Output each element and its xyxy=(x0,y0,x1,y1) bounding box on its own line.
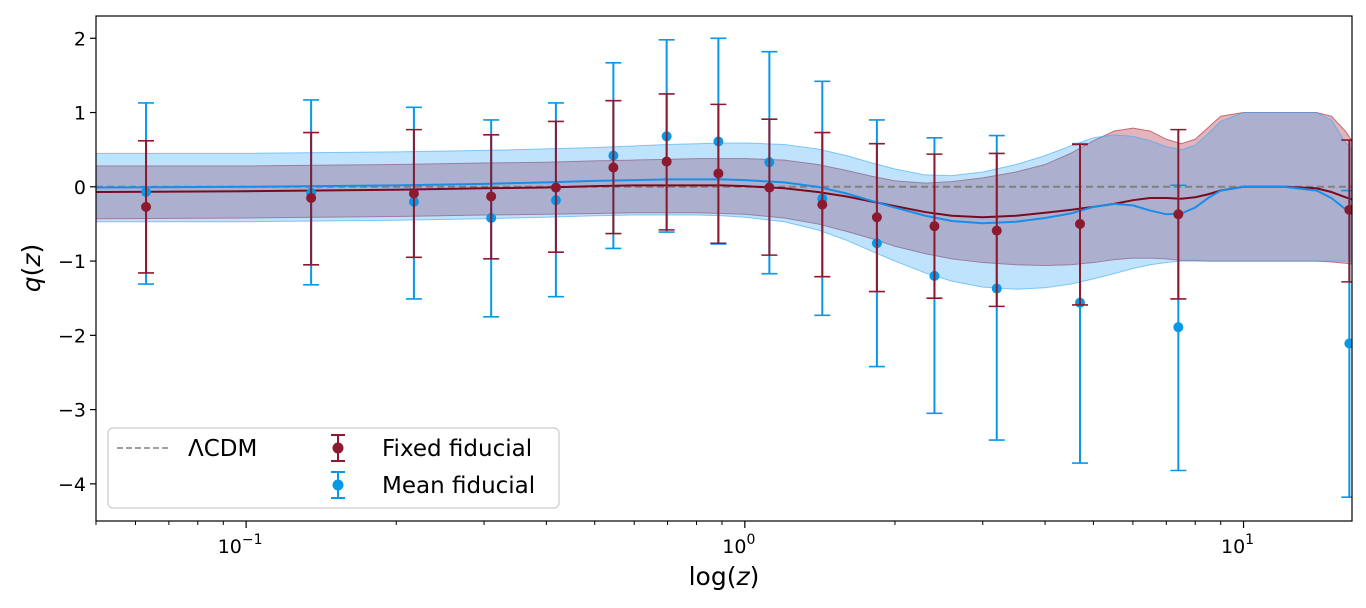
fixed-fiducial-marker xyxy=(929,221,940,232)
y-axis-title: q(z) xyxy=(17,244,46,293)
fixed-fiducial-marker xyxy=(306,192,317,203)
fixed-fiducial-point-6 xyxy=(658,93,675,231)
y-tick-label: −4 xyxy=(58,474,86,496)
fixed-fiducial-marker xyxy=(661,156,672,167)
mean-fiducial-curve xyxy=(96,178,1352,225)
legend-lcdm-label: ΛCDM xyxy=(188,436,257,462)
mean-fiducial-marker xyxy=(1173,322,1184,333)
fixed-fiducial-marker xyxy=(141,201,152,212)
fixed-fiducial-point-10 xyxy=(868,142,885,293)
y-tick-label: −1 xyxy=(58,251,86,273)
fixed-fiducial-marker xyxy=(608,162,619,173)
fixed-fiducial-point-1 xyxy=(303,131,320,266)
x-axis: 10−1 100 101 xyxy=(95,521,1254,558)
x-tick-label: 10−1 xyxy=(218,532,263,558)
legend-fixed-swatch xyxy=(331,434,345,462)
fixed-fiducial-point-0 xyxy=(138,139,155,274)
y-tick-label: 2 xyxy=(74,28,86,50)
y-axis: 2 1 0 −1 −2 −3 −4 xyxy=(58,28,96,496)
x-tick-label: 101 xyxy=(1221,532,1254,558)
fixed-fiducial-point-12 xyxy=(988,152,1005,308)
fixed-fiducial-band xyxy=(96,112,1352,267)
fixed-fiducial-point-3 xyxy=(483,134,500,260)
fixed-fiducial-marker xyxy=(1173,209,1184,220)
fixed-fiducial-point-14 xyxy=(1170,128,1187,300)
y-tick-label: 1 xyxy=(74,103,86,125)
legend-fixed-label: Fixed fiducial xyxy=(382,436,532,462)
fixed-fiducial-point-7 xyxy=(710,103,727,245)
fixed-fiducial-point-2 xyxy=(405,128,422,259)
plot-area xyxy=(96,37,1352,499)
fixed-fiducial-marker xyxy=(550,182,561,193)
fixed-fiducial-point-15 xyxy=(1341,139,1352,283)
fixed-fiducial-point-11 xyxy=(926,153,943,300)
mean-fiducial-marker xyxy=(1344,338,1352,349)
fixed-fiducial-point-5 xyxy=(605,99,622,235)
y-tick-label: −3 xyxy=(58,400,86,422)
fixed-fiducial-point-4 xyxy=(547,120,564,253)
fixed-fiducial-marker xyxy=(1075,218,1086,229)
x-axis-title: log(z) xyxy=(689,562,760,591)
legend-box xyxy=(107,427,560,509)
reconstruction-curves xyxy=(96,178,1352,225)
fixed-fiducial-marker xyxy=(486,191,497,202)
plot-frame xyxy=(95,15,1353,522)
data-points xyxy=(138,37,1352,499)
fixed-fiducial-marker xyxy=(991,225,1002,236)
y-tick-label: 0 xyxy=(74,177,86,199)
legend-mean-swatch xyxy=(331,471,345,499)
mean-fiducial-band xyxy=(96,112,1352,290)
fixed-fiducial-point-9 xyxy=(814,131,831,278)
fixed-fiducial-marker xyxy=(764,182,775,193)
fixed-fiducial-marker xyxy=(817,199,828,210)
fixed-fiducial-point-13 xyxy=(1072,143,1089,306)
fixed-fiducial-marker xyxy=(1344,204,1352,215)
fixed-fiducial-point-8 xyxy=(761,118,778,256)
legend: ΛCDM Fixed fiducial Mean fiducial xyxy=(107,427,560,509)
fixed-fiducial-marker xyxy=(871,212,882,223)
confidence-bands xyxy=(96,112,1352,290)
fixed-fiducial-marker xyxy=(713,168,724,179)
legend-mean-label: Mean fiducial xyxy=(382,473,535,499)
fixed-fiducial-marker xyxy=(408,188,419,199)
x-tick-label: 100 xyxy=(722,532,755,558)
y-tick-label: −2 xyxy=(58,325,86,347)
